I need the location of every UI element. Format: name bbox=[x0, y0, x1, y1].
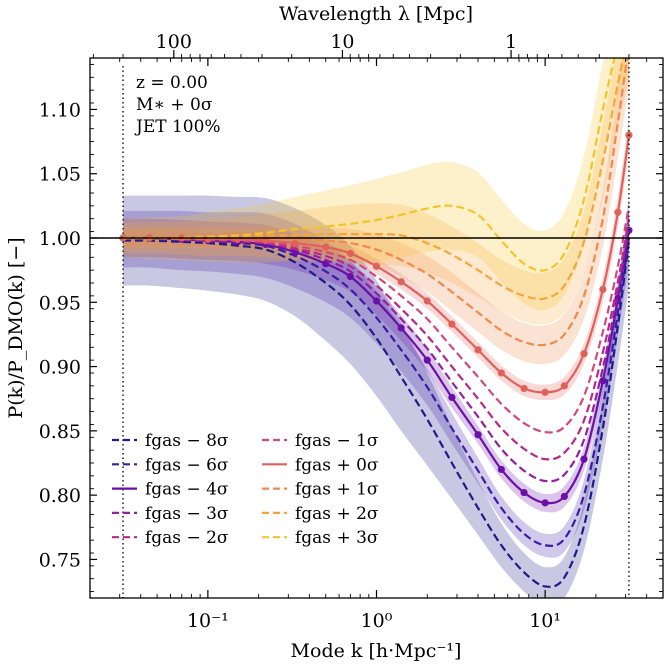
series-6-point-14 bbox=[497, 369, 505, 377]
series-6-point-16 bbox=[541, 388, 549, 396]
series-2-point-18 bbox=[580, 455, 588, 463]
legend-label-3: fgas − 3σ bbox=[145, 504, 229, 524]
series-2-point-10 bbox=[397, 324, 405, 332]
series-2-point-17 bbox=[560, 492, 568, 501]
series-6-point-8 bbox=[346, 249, 354, 258]
y-tick-label: 0.75 bbox=[39, 549, 81, 571]
series-6-point-6 bbox=[291, 239, 299, 247]
series-2-point-8 bbox=[346, 272, 354, 281]
series-6-point-19 bbox=[599, 285, 607, 294]
y-tick-label: 0.85 bbox=[39, 421, 81, 443]
legend-label-5: fgas − 1σ bbox=[295, 431, 379, 451]
annotation-block: z = 0.00 M∗ + 0σ JET 100% bbox=[134, 73, 221, 137]
series-2-point-15 bbox=[520, 488, 528, 497]
x-axis-title: Mode k [h·Mpc⁻¹] bbox=[291, 640, 462, 662]
series-6-point-20 bbox=[614, 208, 622, 216]
annotation-redshift: z = 0.00 bbox=[136, 73, 208, 93]
plot-frame bbox=[89, 57, 664, 599]
series-6-point-18 bbox=[580, 350, 588, 358]
series-2-point-13 bbox=[474, 431, 482, 439]
y-axis-title: P(k)/P_DMO(k) [−] bbox=[5, 237, 27, 418]
legend-label-7: fgas + 1σ bbox=[295, 480, 379, 500]
x-tick-label: 10⁻¹ bbox=[187, 610, 229, 632]
series-2-point-11 bbox=[423, 356, 431, 364]
reference-lines bbox=[90, 58, 663, 598]
band-series-1 bbox=[123, 210, 629, 558]
legend: fgas − 8σ fgas − 6σ fgas − 4σ fgas − 3σ fgas… bbox=[112, 431, 379, 548]
legend-label-1: fgas − 6σ bbox=[145, 455, 229, 475]
top-tick-label: 100 bbox=[156, 31, 192, 53]
series-6-point-12 bbox=[448, 320, 456, 328]
top-tick-label: 10 bbox=[330, 31, 354, 53]
annotation-jet: JET 100% bbox=[134, 117, 221, 137]
axis-ticks bbox=[90, 50, 663, 598]
band-series-6 bbox=[123, 117, 629, 401]
series-2-point-19 bbox=[599, 377, 607, 385]
series-2-point-9 bbox=[372, 297, 381, 305]
legend-label-2: fgas − 4σ bbox=[145, 480, 229, 500]
series-2-point-12 bbox=[448, 393, 456, 402]
top-tick-label: 1 bbox=[505, 31, 517, 53]
annotation-stellar-mass: M∗ + 0σ bbox=[136, 95, 213, 115]
series-line-6 bbox=[123, 134, 631, 394]
series-2-point-7 bbox=[322, 260, 330, 268]
y-tick-label: 0.95 bbox=[39, 292, 81, 314]
series-6-point-9 bbox=[372, 262, 381, 270]
series-6-point-11 bbox=[423, 297, 431, 305]
x-tick-label: 10¹ bbox=[529, 610, 561, 632]
series-6-point-17 bbox=[560, 382, 568, 390]
y-tick-label: 0.90 bbox=[39, 357, 81, 379]
series-line-9 bbox=[123, 58, 616, 272]
y-tick-label: 1.00 bbox=[39, 228, 81, 250]
tick-labels: 0.75 0.80 0.85 0.90 0.95 1.00 1.05 1.10 10⁻¹ 10⁰ 1… bbox=[39, 31, 561, 632]
legend-label-0: fgas − 8σ bbox=[145, 431, 229, 451]
top-axis-title: Wavelength λ [Mpc] bbox=[279, 3, 473, 25]
series-6-point-15 bbox=[520, 384, 528, 393]
x-tick-label: 10⁰ bbox=[361, 610, 393, 632]
legend-label-9: fgas + 3σ bbox=[295, 528, 379, 548]
series-line-1 bbox=[123, 237, 631, 547]
legend-label-6: fgas + 0σ bbox=[295, 455, 379, 475]
series-2-point-16 bbox=[541, 499, 549, 507]
series-6-point-10 bbox=[397, 278, 405, 286]
y-tick-label: 1.05 bbox=[39, 164, 81, 186]
y-tick-label: 1.10 bbox=[39, 99, 81, 121]
series-6-point-13 bbox=[474, 346, 482, 354]
series-2-point-14 bbox=[497, 465, 505, 474]
series-6-point-7 bbox=[322, 243, 330, 251]
legend-label-8: fgas + 2σ bbox=[295, 504, 379, 524]
y-tick-label: 0.80 bbox=[39, 485, 81, 507]
band-series-0 bbox=[123, 195, 629, 598]
legend-label-4: fgas − 2σ bbox=[145, 528, 229, 548]
